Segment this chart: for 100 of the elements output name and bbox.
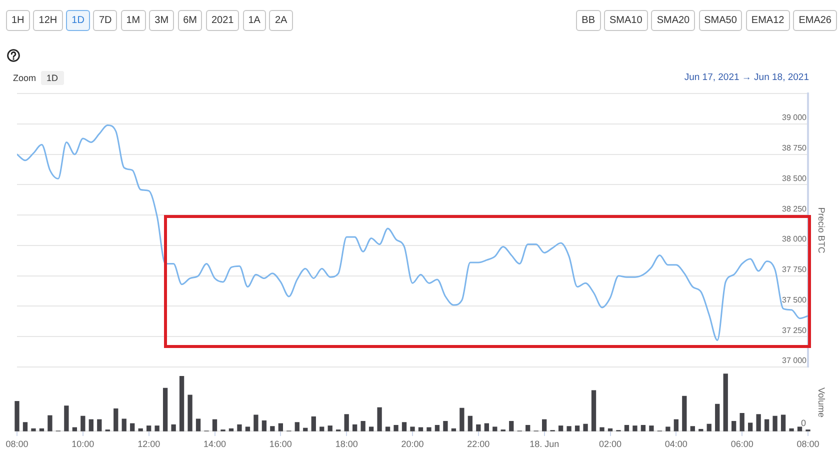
category-label: 3M [154, 15, 169, 26]
bar [270, 426, 275, 432]
category-label: 6M [183, 15, 197, 26]
bar [80, 416, 86, 432]
bar [509, 420, 514, 432]
bar [591, 390, 596, 432]
bar [171, 424, 176, 432]
y-axis-title: Volume [816, 387, 827, 418]
bar [146, 426, 152, 432]
bar [320, 426, 324, 432]
bar [72, 427, 78, 432]
bar [48, 415, 52, 432]
annotation: 0 [800, 418, 806, 428]
bar [715, 404, 720, 432]
bar [179, 376, 184, 432]
category-label: SMA10 [610, 15, 642, 26]
category-label: SMA20 [656, 15, 690, 26]
chart-subtitle: Jun 17, 2021 → Jun 18, 2021 [684, 72, 809, 84]
y-tick-label: 38 000 [782, 234, 808, 244]
bar [262, 420, 267, 432]
bar [402, 422, 407, 432]
category-label: 1D [46, 73, 58, 83]
bar [39, 428, 44, 432]
bar [740, 413, 744, 432]
x-tick-label: 14:00 [203, 438, 226, 449]
bar [476, 424, 481, 432]
bar [426, 427, 432, 432]
bar [410, 426, 415, 432]
bar [608, 428, 613, 432]
bar [368, 426, 374, 432]
y-tick-label: 37 500 [782, 295, 808, 304]
bar [468, 416, 473, 432]
bar [418, 427, 424, 432]
bar [14, 401, 20, 432]
bar [566, 426, 572, 432]
bar [764, 419, 770, 432]
bar [789, 428, 794, 432]
category-label: 1D [72, 15, 84, 26]
x-tick-label: 10:00 [72, 438, 94, 449]
bar [706, 424, 712, 432]
bar [434, 424, 440, 432]
x-tick-label: 20:00 [401, 438, 424, 449]
bar [352, 424, 358, 432]
bar [254, 414, 258, 432]
bar [674, 419, 678, 432]
bar [443, 420, 448, 432]
x-tick-label: 22:00 [467, 438, 490, 449]
bar [624, 424, 630, 432]
category-label: 2A [274, 15, 288, 26]
x-tick-label: 08:00 [796, 438, 820, 449]
y-tick-label: 37 000 [782, 356, 808, 366]
bar [394, 424, 398, 432]
x-tick-label: 02:00 [598, 438, 622, 449]
bar [460, 408, 464, 432]
bar [600, 427, 604, 432]
y-tick-label: 38 250 [782, 204, 808, 214]
category-label: 1H [12, 15, 24, 26]
category-label: 1A [248, 15, 260, 26]
bar [212, 419, 218, 432]
bar [64, 406, 69, 432]
bar [772, 416, 778, 432]
category-label: BB [582, 15, 596, 26]
bar [377, 407, 382, 432]
category-label: EMA26 [798, 15, 832, 26]
bar [690, 426, 695, 432]
bar [526, 424, 530, 432]
y-axis-title: Precio BTC [816, 207, 827, 254]
bar [360, 420, 366, 432]
bar [756, 414, 761, 432]
bar [542, 419, 547, 432]
y-tick-label: 38 500 [782, 174, 808, 183]
x-tick-label: 18. Jun [530, 438, 560, 449]
bar [484, 423, 489, 432]
bar [245, 426, 250, 432]
category-label: EMA12 [751, 15, 784, 26]
category-label: 7D [98, 15, 112, 26]
bar [31, 428, 36, 432]
y-tick-label: 37 250 [782, 326, 808, 335]
category-label: SMA50 [704, 15, 737, 26]
bar [558, 426, 564, 432]
bar [114, 408, 118, 432]
bar [188, 394, 192, 432]
bar [311, 416, 316, 432]
bar [797, 426, 802, 432]
category-label: 1M [126, 15, 140, 26]
x-tick-label: 08:00 [6, 438, 28, 449]
bar [162, 388, 168, 432]
bar [196, 418, 201, 432]
category-label: 2021 [211, 15, 234, 26]
bar [328, 426, 332, 432]
bar [130, 423, 135, 432]
bar [574, 426, 580, 432]
x-tick-label: 18:00 [335, 438, 358, 449]
bar [237, 424, 242, 432]
bar [228, 428, 234, 432]
x-tick-label: 16:00 [269, 438, 292, 449]
bar [294, 422, 300, 432]
bar [640, 424, 646, 432]
bar [583, 424, 588, 432]
x-tick-label: 12:00 [138, 438, 160, 449]
